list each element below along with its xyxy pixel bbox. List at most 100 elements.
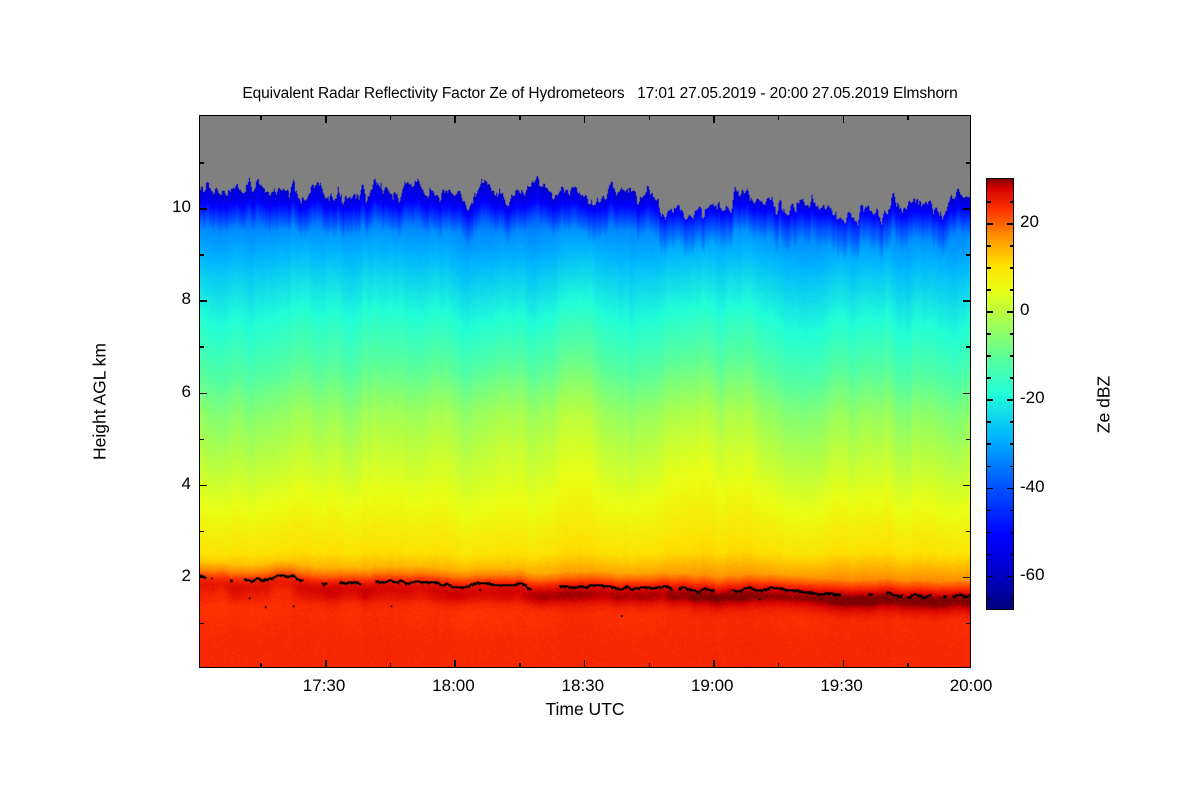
x-tick-major-top bbox=[583, 116, 586, 123]
colorbar-gradient bbox=[987, 179, 1013, 609]
y-tick-minor bbox=[200, 530, 204, 533]
x-tick-major bbox=[713, 660, 715, 667]
x-tick-major-top bbox=[971, 116, 972, 123]
x-tick-minor-top bbox=[907, 116, 909, 120]
x-tick-major bbox=[583, 660, 586, 667]
y-tick-major-right bbox=[963, 208, 970, 210]
y-tick-minor bbox=[200, 162, 204, 164]
cb-tick-minor-left bbox=[987, 465, 991, 468]
x-axis-title: Time UTC bbox=[545, 699, 625, 719]
y-tick-label: 8 bbox=[181, 289, 191, 309]
x-tick-label: 18:00 bbox=[432, 676, 475, 695]
cb-tick-major bbox=[1007, 223, 1013, 225]
cb-tick-major-left bbox=[987, 311, 993, 313]
colorbar-tick-label: 20 bbox=[1020, 212, 1039, 232]
cb-tick-major-left bbox=[987, 399, 993, 401]
colorbar-tick-label: -60 bbox=[1020, 564, 1045, 584]
y-tick-minor bbox=[200, 346, 204, 348]
x-tick-major-top bbox=[713, 116, 715, 123]
cb-tick-minor-left bbox=[987, 421, 991, 423]
cb-tick-minor-left bbox=[987, 531, 991, 534]
cb-tick-minor-left bbox=[987, 355, 991, 357]
y-tick-minor-right bbox=[966, 254, 970, 256]
cb-tick-major-left bbox=[987, 487, 993, 490]
cb-tick-minor-left bbox=[987, 245, 991, 247]
y-tick-minor bbox=[200, 438, 204, 441]
colorbar-title: Ze dBZ bbox=[1093, 375, 1114, 434]
x-tick-minor bbox=[519, 663, 521, 667]
colorbar-tick-label: 0 bbox=[1020, 300, 1030, 320]
cb-tick-minor bbox=[1009, 289, 1013, 291]
cb-tick-major bbox=[1007, 399, 1013, 401]
page-title: Equivalent Radar Reflectivity Factor Ze … bbox=[242, 85, 958, 102]
y-tick-minor bbox=[200, 254, 204, 256]
x-tick-minor bbox=[389, 663, 392, 667]
cb-tick-minor-left bbox=[987, 289, 991, 291]
x-tick-minor bbox=[648, 663, 651, 667]
y-axis-title: Height AGL km bbox=[89, 342, 110, 461]
cb-tick-minor bbox=[1009, 355, 1013, 357]
y-tick-major-right bbox=[963, 300, 970, 302]
cb-tick-major-left bbox=[987, 223, 993, 225]
y-tick-major bbox=[200, 576, 207, 579]
cb-tick-minor-left bbox=[987, 553, 991, 556]
cb-tick-major bbox=[1007, 487, 1013, 490]
x-tick-minor bbox=[260, 663, 262, 667]
x-tick-major-top bbox=[454, 116, 456, 123]
cb-tick-minor bbox=[1009, 509, 1013, 512]
cb-tick-minor-left bbox=[987, 267, 991, 269]
x-tick-minor bbox=[907, 663, 909, 667]
colorbar-tick-label: -20 bbox=[1020, 388, 1045, 408]
y-tick-major bbox=[200, 208, 207, 210]
y-tick-major bbox=[200, 484, 207, 487]
y-tick-major-right bbox=[963, 576, 970, 579]
x-tick-minor-top bbox=[519, 116, 521, 120]
x-tick-label: 20:00 bbox=[949, 676, 993, 695]
colorbar-tick-label: -40 bbox=[1020, 476, 1045, 496]
cb-tick-minor-left bbox=[987, 597, 991, 600]
x-tick-major bbox=[325, 660, 327, 667]
cb-tick-minor bbox=[1009, 421, 1013, 423]
y-tick-major bbox=[200, 392, 207, 394]
x-tick-minor-top bbox=[648, 116, 651, 120]
y-tick-label: 10 bbox=[172, 197, 191, 217]
cb-tick-minor-left bbox=[987, 333, 991, 335]
x-tick-minor-top bbox=[777, 116, 780, 120]
y-tick-minor-right bbox=[966, 162, 970, 164]
cb-tick-minor bbox=[1009, 443, 1013, 445]
x-tick-minor-top bbox=[260, 116, 262, 120]
cb-tick-minor bbox=[1009, 245, 1013, 247]
cb-tick-major bbox=[1007, 575, 1013, 578]
x-tick-label: 19:30 bbox=[820, 676, 863, 695]
y-tick-minor-right bbox=[966, 622, 970, 625]
x-tick-label: 17:30 bbox=[302, 676, 346, 695]
y-tick-minor-right bbox=[966, 438, 970, 441]
y-tick-label: 2 bbox=[181, 565, 191, 585]
x-tick-label: 18:30 bbox=[561, 676, 605, 695]
cb-tick-minor-left bbox=[987, 509, 991, 512]
cb-tick-minor bbox=[1009, 465, 1013, 468]
y-tick-minor-right bbox=[966, 346, 970, 348]
heatmap-canvas bbox=[200, 116, 970, 667]
cb-tick-minor bbox=[1009, 597, 1013, 600]
cb-tick-minor bbox=[1009, 333, 1013, 335]
x-tick-minor bbox=[777, 663, 780, 667]
y-tick-major-right bbox=[963, 484, 970, 487]
x-tick-label: 19:00 bbox=[690, 676, 734, 695]
x-tick-minor-top bbox=[389, 116, 392, 120]
cb-tick-minor bbox=[1009, 553, 1013, 556]
x-tick-major bbox=[971, 660, 972, 667]
y-tick-minor bbox=[200, 622, 204, 625]
cb-tick-minor bbox=[1009, 201, 1013, 203]
cb-tick-minor bbox=[1009, 267, 1013, 269]
cb-tick-minor-left bbox=[987, 201, 991, 203]
y-tick-major-right bbox=[963, 392, 970, 394]
radar-heatmap-plot bbox=[199, 115, 971, 668]
cb-tick-major-left bbox=[987, 575, 993, 578]
colorbar bbox=[986, 178, 1014, 610]
x-tick-major bbox=[842, 660, 845, 667]
cb-tick-major bbox=[1007, 311, 1013, 313]
cb-tick-minor bbox=[1009, 531, 1013, 534]
cb-tick-minor bbox=[1009, 377, 1013, 379]
x-tick-major bbox=[454, 660, 456, 667]
